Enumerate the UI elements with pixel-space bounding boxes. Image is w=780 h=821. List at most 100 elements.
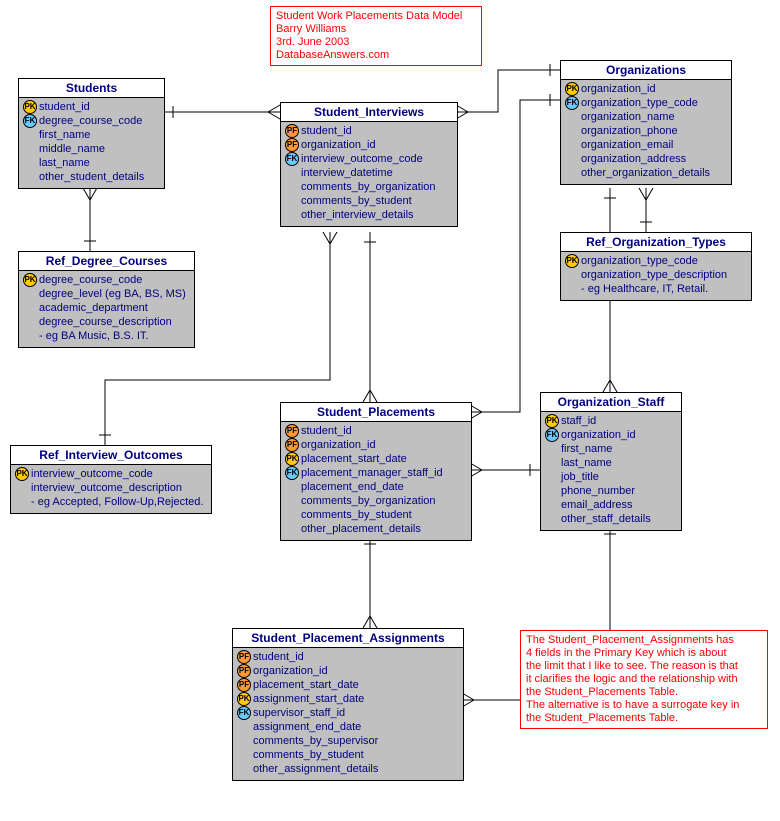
field-row: PFplacement_start_date: [235, 678, 461, 692]
entity-title: Ref_Interview_Outcomes: [11, 446, 211, 465]
fk-key-icon: FK: [285, 466, 299, 480]
field-row: organization_address: [563, 152, 729, 166]
fk-key-icon: FK: [285, 152, 299, 166]
field-name: organization_id: [301, 438, 376, 452]
pf-key-icon: PF: [285, 438, 299, 452]
field-name: - eg BA Music, B.S. IT.: [39, 329, 148, 343]
field-row: PKstaff_id: [543, 414, 679, 428]
entity-title: Organization_Staff: [541, 393, 681, 412]
entity-student-placement-assignments: Student_Placement_AssignmentsPFstudent_i…: [232, 628, 464, 781]
key-slot: PF: [285, 138, 301, 152]
field-row: placement_end_date: [283, 480, 469, 494]
field-name: organization_id: [581, 82, 656, 96]
field-row: interview_outcome_description: [13, 481, 209, 495]
fk-key-icon: FK: [23, 114, 37, 128]
field-name: comments_by_supervisor: [253, 734, 378, 748]
field-name: other_organization_details: [581, 166, 710, 180]
field-name: other_interview_details: [301, 208, 414, 222]
field-row: PKplacement_start_date: [283, 452, 469, 466]
pk-key-icon: PK: [565, 254, 579, 268]
entity-student-interviews: Student_InterviewsPFstudent_idPForganiza…: [280, 102, 458, 227]
field-row: organization_phone: [563, 124, 729, 138]
field-row: PKstudent_id: [21, 100, 162, 114]
note-line: 4 fields in the Primary Key which is abo…: [526, 647, 762, 660]
fk-key-icon: FK: [545, 428, 559, 442]
field-row: PForganization_id: [283, 138, 455, 152]
key-slot: PF: [285, 438, 301, 452]
key-slot: FK: [285, 152, 301, 166]
field-row: assignment_end_date: [235, 720, 461, 734]
field-name: other_assignment_details: [253, 762, 378, 776]
field-row: other_staff_details: [543, 512, 679, 526]
key-slot: FK: [285, 466, 301, 480]
entity-body: PFstudent_idPForganization_idFKinterview…: [281, 122, 457, 226]
pf-key-icon: PF: [237, 664, 251, 678]
note-line: the Student_Placements Table.: [526, 686, 762, 699]
field-name: interview_outcome_code: [31, 467, 153, 481]
entity-body: PKdegree_course_codedegree_level (eg BA,…: [19, 271, 194, 347]
field-name: first_name: [561, 442, 612, 456]
field-row: other_student_details: [21, 170, 162, 184]
field-row: comments_by_student: [283, 194, 455, 208]
field-name: organization_id: [561, 428, 636, 442]
field-row: PKorganization_id: [563, 82, 729, 96]
field-row: PFstudent_id: [235, 650, 461, 664]
entity-body: PKorganization_type_codeorganization_typ…: [561, 252, 751, 300]
key-slot: PK: [15, 467, 31, 481]
note-line: Student Work Placements Data Model: [276, 10, 476, 23]
field-row: - eg Accepted, Follow-Up,Rejected.: [13, 495, 209, 509]
key-slot: PK: [565, 254, 581, 268]
field-name: email_address: [561, 498, 633, 512]
field-name: academic_department: [39, 301, 148, 315]
entity-student-placements: Student_PlacementsPFstudent_idPForganiza…: [280, 402, 472, 541]
note-line: The alternative is to have a surrogate k…: [526, 699, 762, 712]
entity-body: PKstaff_idFKorganization_idfirst_namelas…: [541, 412, 681, 530]
key-slot: PF: [285, 124, 301, 138]
entity-organizations: OrganizationsPKorganization_idFKorganiza…: [560, 60, 732, 185]
entity-ref-organization-types: Ref_Organization_TypesPKorganization_typ…: [560, 232, 752, 301]
key-slot: PK: [545, 414, 561, 428]
entity-body: PKinterview_outcome_codeinterview_outcom…: [11, 465, 211, 513]
connector-line: [456, 70, 560, 112]
note-line: the limit that I like to see. The reason…: [526, 660, 762, 673]
key-slot: FK: [545, 428, 561, 442]
pk-key-icon: PK: [285, 452, 299, 466]
field-name: placement_start_date: [253, 678, 359, 692]
pf-key-icon: PF: [285, 138, 299, 152]
field-name: job_title: [561, 470, 599, 484]
pk-key-icon: PK: [565, 82, 579, 96]
pf-key-icon: PF: [285, 424, 299, 438]
field-name: degree_course_code: [39, 114, 142, 128]
field-name: organization_phone: [581, 124, 678, 138]
field-name: middle_name: [39, 142, 105, 156]
pf-key-icon: PF: [285, 124, 299, 138]
entity-body: PFstudent_idPForganization_idPKplacement…: [281, 422, 471, 540]
field-row: other_assignment_details: [235, 762, 461, 776]
field-name: interview_datetime: [301, 166, 393, 180]
entity-title: Organizations: [561, 61, 731, 80]
field-name: last_name: [561, 456, 612, 470]
key-slot: PK: [285, 452, 301, 466]
key-slot: PF: [237, 650, 253, 664]
field-name: degree_course_code: [39, 273, 142, 287]
field-row: FKorganization_type_code: [563, 96, 729, 110]
field-row: comments_by_supervisor: [235, 734, 461, 748]
er-diagram: Student Work Placements Data ModelBarry …: [0, 0, 780, 821]
field-row: comments_by_organization: [283, 494, 469, 508]
field-name: student_id: [301, 124, 352, 138]
field-row: other_placement_details: [283, 522, 469, 536]
entity-students: StudentsPKstudent_idFKdegree_course_code…: [18, 78, 165, 189]
field-name: assignment_start_date: [253, 692, 364, 706]
field-name: organization_id: [301, 138, 376, 152]
key-slot: FK: [23, 114, 39, 128]
field-row: PFstudent_id: [283, 124, 455, 138]
field-row: comments_by_organization: [283, 180, 455, 194]
title-note: Student Work Placements Data ModelBarry …: [270, 6, 482, 66]
pk-key-icon: PK: [545, 414, 559, 428]
entity-title: Ref_Degree_Courses: [19, 252, 194, 271]
field-name: placement_manager_staff_id: [301, 466, 443, 480]
field-row: email_address: [543, 498, 679, 512]
key-slot: FK: [565, 96, 581, 110]
key-slot: PK: [23, 273, 39, 287]
field-row: PFstudent_id: [283, 424, 469, 438]
